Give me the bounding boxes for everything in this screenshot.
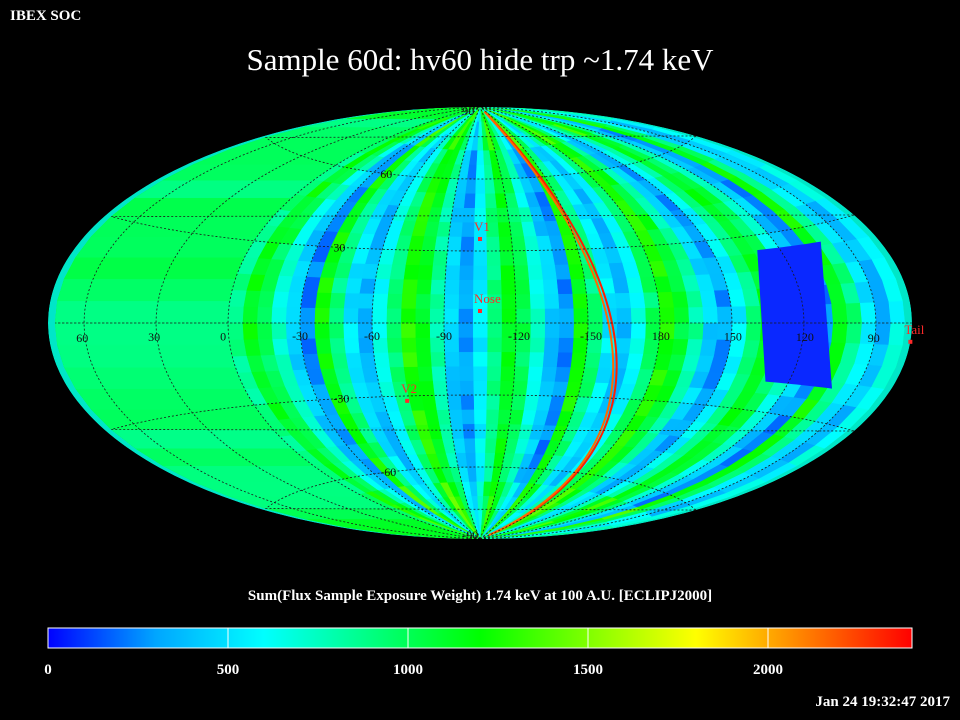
colorbar-tick-label: 2000 (753, 662, 783, 678)
latitude-label: 30 (333, 241, 345, 255)
low-flux-region (757, 241, 833, 389)
latitude-label: 60 (380, 167, 392, 181)
colorbar-gradient (47, 627, 913, 649)
colorbar-tick-label: 1000 (393, 662, 423, 678)
colorbar-tick-label: 500 (217, 662, 240, 678)
page-title: Sample 60d: hv60 hide trp ~1.74 keV (246, 42, 714, 77)
longitude-label: 90 (868, 331, 880, 345)
longitude-label: 60 (76, 331, 88, 345)
longitude-label: 0 (220, 330, 226, 344)
longitude-label: -150 (580, 329, 602, 343)
marker-label: Nose (474, 291, 501, 306)
colorbar-tick-label: 0 (44, 662, 52, 678)
longitude-label: -120 (508, 329, 530, 343)
longitude-label: 30 (148, 330, 160, 344)
high-flux-streak (483, 110, 615, 536)
marker-point (478, 237, 482, 241)
marker-point (405, 398, 410, 403)
marker-point (908, 339, 913, 344)
parallel-line (111, 214, 855, 252)
map-pixels (48, 107, 912, 539)
colorbar-label: Sum(Flux Sample Exposure Weight) 1.74 ke… (247, 588, 713, 604)
marker-label: V1 (474, 219, 490, 234)
marker-label: Tail (904, 322, 924, 337)
org-label: IBEX SOC (10, 8, 82, 24)
latitude-label: 90 (462, 104, 474, 118)
latitude-label: -60 (380, 465, 396, 479)
longitude-label: -30 (292, 329, 308, 343)
marker-label: V2 (401, 381, 417, 396)
marker-point (478, 309, 482, 313)
latitude-label: -90 (462, 528, 478, 542)
meridian-line (479, 107, 805, 539)
latitude-label: -30 (333, 391, 349, 405)
parallel-line (111, 394, 855, 432)
colorbar-tick-label: 1500 (573, 662, 603, 678)
meridian-line (479, 107, 589, 539)
longitude-label: -60 (364, 329, 380, 343)
meridian-line (83, 107, 481, 539)
longitude-label: 180 (652, 329, 670, 343)
timestamp: Jan 24 19:32:47 2017 (815, 694, 950, 710)
longitude-label: 150 (724, 330, 742, 344)
longitude-label: 120 (796, 330, 814, 344)
longitude-label: -90 (436, 329, 452, 343)
